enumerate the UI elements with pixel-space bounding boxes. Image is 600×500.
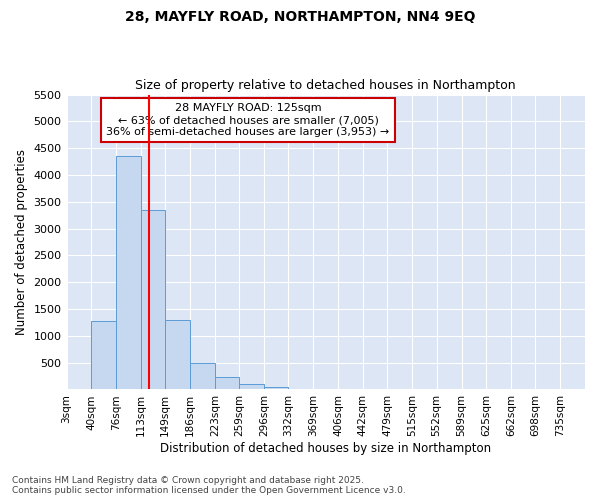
Bar	[264, 387, 289, 390]
Bar	[165, 320, 190, 390]
Bar	[141, 210, 165, 390]
Text: 28, MAYFLY ROAD, NORTHAMPTON, NN4 9EQ: 28, MAYFLY ROAD, NORTHAMPTON, NN4 9EQ	[125, 10, 475, 24]
Bar	[116, 156, 141, 390]
Bar	[91, 322, 116, 390]
Bar	[239, 384, 264, 390]
Y-axis label: Number of detached properties: Number of detached properties	[15, 149, 28, 335]
Text: 28 MAYFLY ROAD: 125sqm
← 63% of detached houses are smaller (7,005)
36% of semi-: 28 MAYFLY ROAD: 125sqm ← 63% of detached…	[106, 104, 389, 136]
Bar	[215, 376, 239, 390]
X-axis label: Distribution of detached houses by size in Northampton: Distribution of detached houses by size …	[160, 442, 491, 455]
Text: Contains HM Land Registry data © Crown copyright and database right 2025.
Contai: Contains HM Land Registry data © Crown c…	[12, 476, 406, 495]
Title: Size of property relative to detached houses in Northampton: Size of property relative to detached ho…	[136, 79, 516, 92]
Bar	[190, 362, 215, 390]
Bar	[289, 388, 313, 390]
